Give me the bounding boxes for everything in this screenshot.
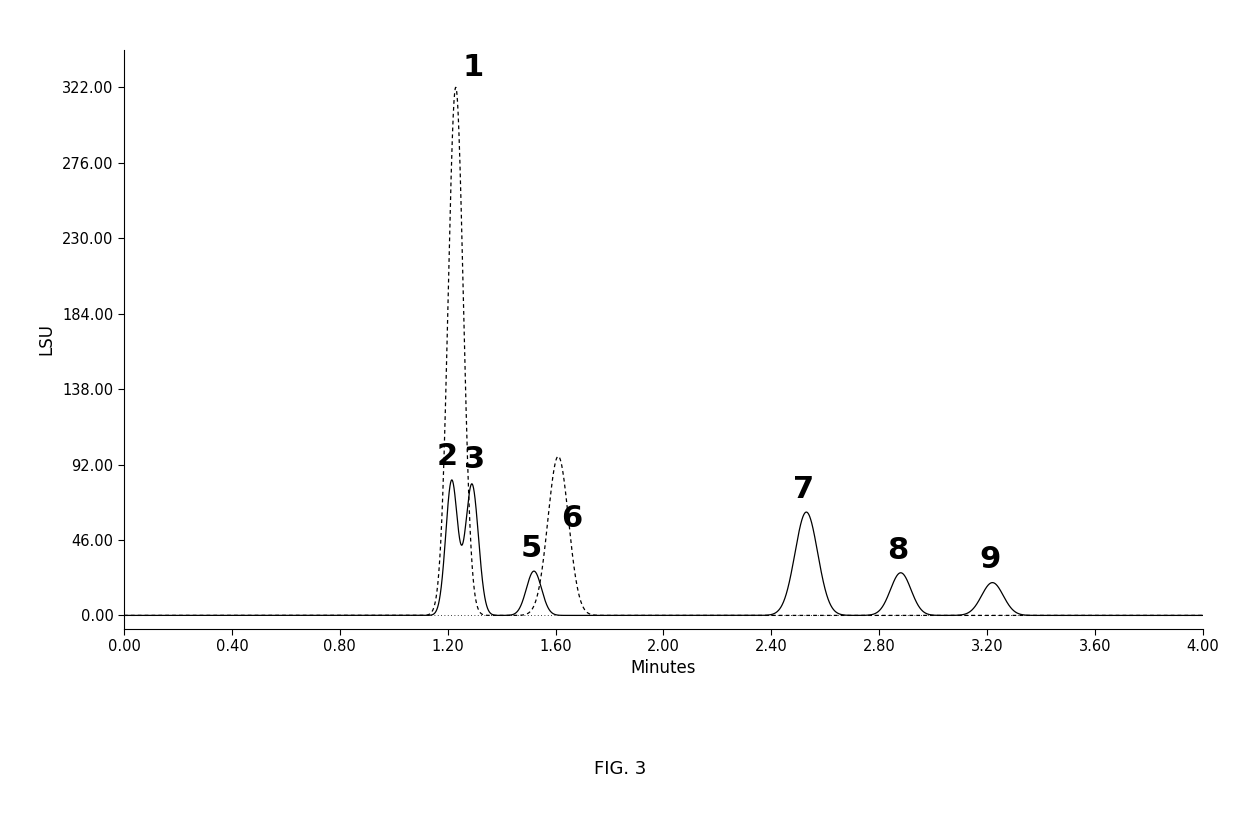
Text: FIG. 3: FIG. 3 <box>594 760 646 778</box>
X-axis label: Minutes: Minutes <box>631 659 696 677</box>
Text: 8: 8 <box>888 536 909 565</box>
Text: 6: 6 <box>560 504 583 533</box>
Text: 9: 9 <box>980 545 1001 575</box>
Text: 2: 2 <box>436 442 459 471</box>
Text: 5: 5 <box>521 534 542 563</box>
Text: 3: 3 <box>464 446 485 475</box>
Y-axis label: LSU: LSU <box>37 323 55 355</box>
Text: 7: 7 <box>794 475 815 504</box>
Text: 1: 1 <box>463 54 484 83</box>
